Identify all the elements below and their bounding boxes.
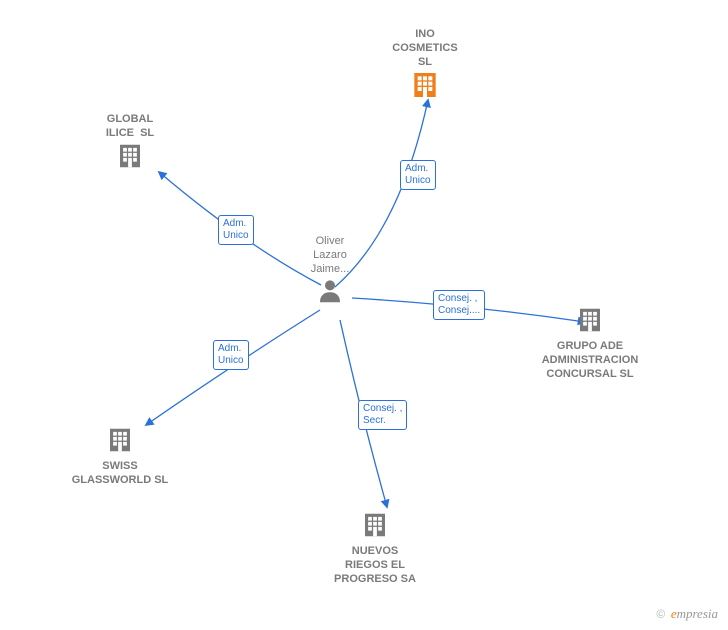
company-node-grupo[interactable]: GRUPO ADE ADMINISTRACION CONCURSAL SL: [530, 305, 650, 381]
edge-label-swiss: Adm. Unico: [213, 340, 249, 370]
building-icon: [60, 425, 180, 460]
building-icon: [70, 141, 190, 176]
edge-label-nuevos: Consej. , Secr.: [358, 400, 407, 430]
company-label-nuevos: NUEVOS RIEGOS EL PROGRESO SA: [315, 545, 435, 586]
edge-label-grupo: Consej. , Consej....: [433, 290, 485, 320]
brand-rest: mpresia: [677, 606, 718, 621]
company-label-global: GLOBAL ILICE SL: [70, 113, 190, 141]
person-icon: [290, 276, 370, 311]
building-icon: [365, 69, 485, 106]
center-person-node[interactable]: Oliver Lazaro Jaime...: [290, 235, 370, 311]
company-node-ino[interactable]: INO COSMETICS SL: [365, 28, 485, 106]
building-icon: [530, 305, 650, 340]
copyright-symbol: ©: [656, 607, 665, 621]
building-icon: [315, 510, 435, 545]
company-node-global[interactable]: GLOBAL ILICE SL: [70, 113, 190, 176]
company-label-swiss: SWISS GLASSWORLD SL: [60, 460, 180, 488]
company-node-swiss[interactable]: SWISS GLASSWORLD SL: [60, 425, 180, 488]
edge-label-global: Adm. Unico: [218, 215, 254, 245]
footer-attribution: © empresia: [656, 606, 718, 622]
edge-label-ino: Adm. Unico: [400, 160, 436, 190]
company-label-ino: INO COSMETICS SL: [365, 28, 485, 69]
company-node-nuevos[interactable]: NUEVOS RIEGOS EL PROGRESO SA: [315, 510, 435, 586]
center-person-label: Oliver Lazaro Jaime...: [290, 235, 370, 276]
company-label-grupo: GRUPO ADE ADMINISTRACION CONCURSAL SL: [530, 340, 650, 381]
